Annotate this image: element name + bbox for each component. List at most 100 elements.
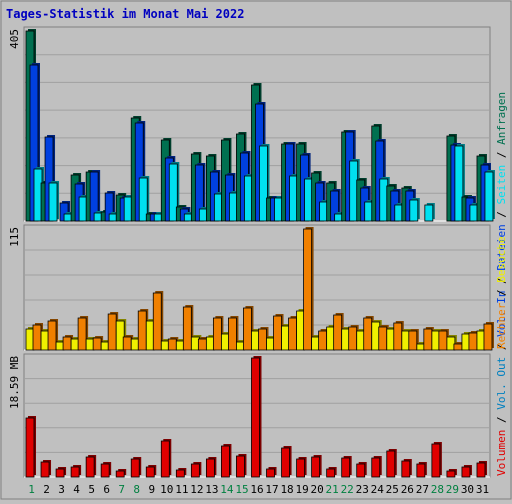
panel-visits-scale-label: 115 (8, 227, 21, 247)
bar-volumen-day-24-face (371, 457, 381, 478)
side-label-sep: / (495, 337, 508, 357)
bar-volumen-day-4-face (70, 466, 80, 478)
bar-volumen-day-23 (356, 462, 367, 478)
bar-volumen-day-26-face (401, 460, 411, 478)
bar-besuche-day-29 (446, 335, 457, 351)
bar-rechner-day-17-face (273, 315, 282, 351)
day-label-25: 25 (386, 483, 399, 496)
bar-volumen-day-12 (190, 462, 202, 478)
bar-seiten-day-10-face (168, 163, 178, 222)
bar-seiten-day-2-face (48, 182, 58, 222)
side-legend-visits: Rechner / Besuche (495, 236, 508, 349)
bar-volumen-day-13 (205, 457, 217, 478)
bar-seiten-day-31 (484, 170, 495, 222)
bar-seiten-day-8 (138, 176, 150, 222)
bar-volumen-day-28-face (431, 443, 441, 478)
day-label-23: 23 (356, 483, 369, 496)
bar-rechner-day-9 (152, 291, 164, 351)
bar-volumen-day-15 (236, 454, 247, 478)
bar-rechner-day-20-face (318, 330, 328, 351)
bar-volumen-day-10-face (160, 440, 170, 478)
side-label-in: Vol. In (495, 291, 508, 337)
bar-volumen-day-26 (401, 459, 412, 478)
side-label-out: Vol. Out (495, 357, 508, 410)
side-legend-traffic: Volumen / Vol. Out / Vol. In / Dateien /… (495, 92, 508, 476)
bar-volumen-day-14-face (221, 445, 230, 478)
bar-volumen-day-6 (100, 462, 112, 478)
panel-volume-scale-label: 18.59 MB (8, 356, 21, 409)
day-label-22: 22 (341, 483, 354, 496)
bar-volumen-day-5-face (85, 456, 95, 478)
bar-volumen-day-31 (476, 461, 487, 478)
bar-volumen-day-11-face (175, 469, 185, 478)
day-label-6: 6 (103, 483, 110, 496)
bar-volumen-day-3-face (55, 468, 65, 478)
day-label-21: 21 (326, 483, 339, 496)
bar-rechner-day-22-face (348, 326, 358, 351)
bar-seiten-day-27-face (424, 204, 434, 222)
bar-volumen-day-1 (25, 416, 36, 478)
bar-seiten-day-10 (168, 162, 180, 222)
side-label-anfragen: Anfragen (495, 92, 508, 145)
day-label-7: 7 (118, 483, 125, 496)
bar-rechner-day-15-face (243, 307, 252, 351)
bar-volumen-day-19-face (296, 458, 305, 478)
day-label-14: 14 (220, 483, 234, 496)
bar-rechner-day-23-face (363, 317, 373, 351)
bar-rechner-day-8-face (137, 310, 147, 351)
side-label-sep: / (495, 410, 508, 430)
bar-rechner-day-21-face (333, 314, 343, 351)
bar-seiten-day-29-face (454, 145, 464, 222)
bar-seiten-day-26-face (409, 199, 419, 222)
bar-volumen-day-5 (85, 455, 97, 478)
bar-rechner-day-10-face (167, 338, 177, 351)
day-label-8: 8 (133, 483, 140, 496)
day-label-30: 30 (461, 483, 474, 496)
bar-besuche-day-29-face (446, 336, 456, 351)
side-label-sep: / (495, 204, 508, 224)
bar-seiten-day-16-face (259, 145, 268, 222)
chart-title: Tages-Statistik im Monat Mai 2022 (6, 7, 244, 21)
bar-rechner-day-19-face (303, 228, 312, 351)
day-label-17: 17 (265, 483, 278, 496)
bar-rechner-day-14-face (228, 317, 237, 351)
day-label-27: 27 (416, 483, 429, 496)
bar-volumen-day-27-face (416, 463, 426, 478)
bar-volumen-day-17-face (266, 468, 275, 478)
bar-volumen-day-30 (461, 465, 472, 478)
day-label-15: 15 (235, 483, 248, 496)
bar-volumen-day-15-face (236, 455, 245, 478)
bar-volumen-day-10 (160, 439, 172, 478)
day-label-10: 10 (160, 483, 173, 496)
bar-volumen-day-1-face (25, 417, 35, 478)
bar-rechner-day-16-face (258, 328, 267, 351)
bar-rechner-day-30-face (468, 332, 478, 351)
bar-rechner-day-4-face (77, 317, 87, 351)
side-label-besuche: Besuche (495, 236, 508, 282)
bar-besuche-day-7-face (115, 320, 125, 351)
day-label-31: 31 (476, 483, 489, 496)
bar-volumen-day-7 (115, 469, 127, 478)
bar-volumen-day-8 (130, 457, 142, 478)
bar-rechner-day-29-face (453, 343, 463, 351)
bar-volumen-day-20 (311, 455, 322, 478)
bar-volumen-day-14 (221, 444, 232, 478)
bar-volumen-day-29-face (446, 470, 456, 478)
bar-rechner-day-2-face (47, 320, 57, 351)
bar-volumen-day-19 (296, 457, 307, 478)
bar-rechner-day-1-face (32, 324, 42, 351)
bar-rechner-day-28-face (438, 330, 448, 351)
bar-seiten-day-26 (409, 198, 420, 222)
day-label-13: 13 (205, 483, 218, 496)
bar-volumen-day-11 (175, 468, 187, 478)
bar-volumen-day-25-face (386, 450, 396, 478)
day-label-20: 20 (311, 483, 324, 496)
day-label-24: 24 (371, 483, 385, 496)
bar-besuche-day-7 (115, 319, 127, 351)
day-label-19: 19 (295, 483, 308, 496)
bar-rechner-day-7-face (122, 336, 132, 351)
bar-volumen-day-2 (40, 460, 52, 478)
day-label-26: 26 (401, 483, 414, 496)
